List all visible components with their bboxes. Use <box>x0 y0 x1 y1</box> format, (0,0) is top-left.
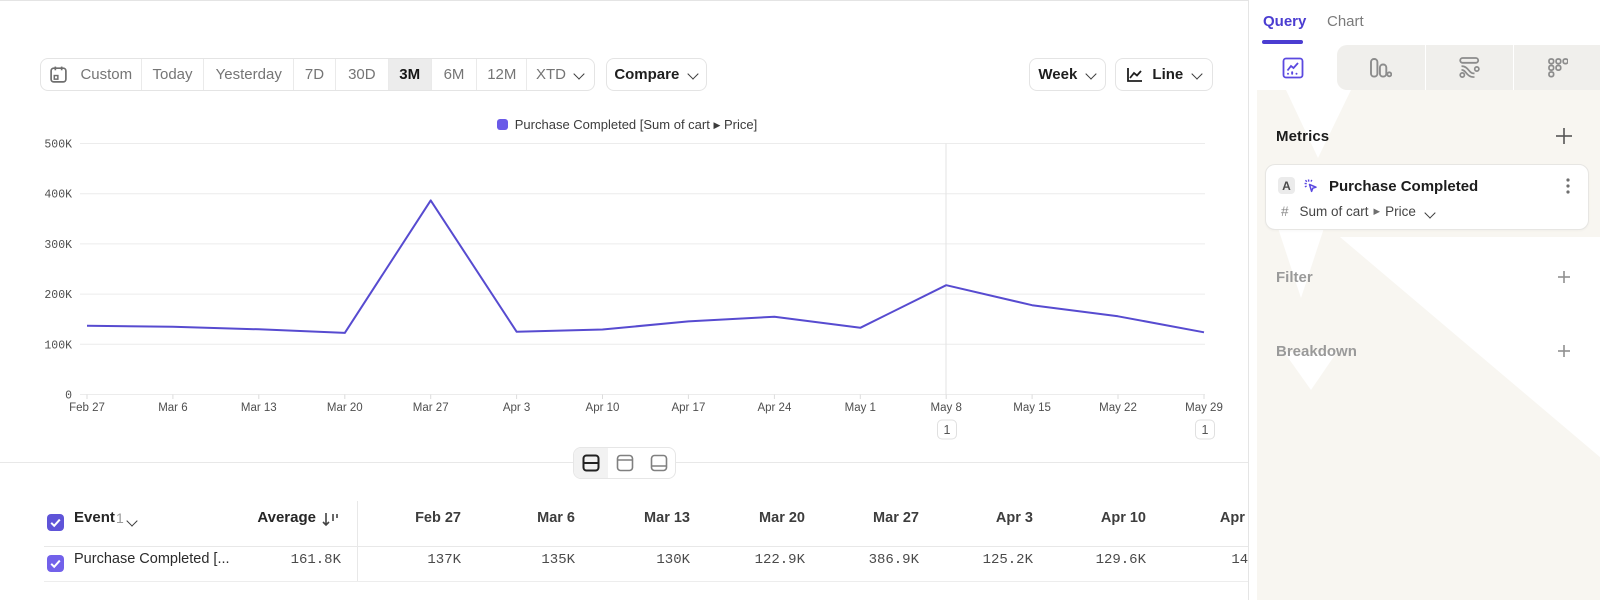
svg-text:May 29: May 29 <box>1185 402 1223 414</box>
svg-text:May 15: May 15 <box>1013 402 1051 414</box>
svg-text:100K: 100K <box>44 339 72 352</box>
svg-text:Mar 27: Mar 27 <box>413 402 449 414</box>
svg-text:200K: 200K <box>44 289 72 302</box>
svg-text:May 8: May 8 <box>931 402 962 414</box>
svg-text:Feb 27: Feb 27 <box>69 402 105 414</box>
svg-text:Mar 20: Mar 20 <box>327 402 363 414</box>
svg-text:Apr 24: Apr 24 <box>757 402 791 414</box>
svg-text:1: 1 <box>1202 423 1209 437</box>
svg-text:Mar 6: Mar 6 <box>158 402 187 414</box>
svg-text:May 1: May 1 <box>845 402 876 414</box>
svg-text:500K: 500K <box>44 139 72 152</box>
svg-text:0: 0 <box>65 390 72 403</box>
svg-text:May 22: May 22 <box>1099 402 1137 414</box>
svg-text:Apr 17: Apr 17 <box>671 402 705 414</box>
svg-text:300K: 300K <box>44 239 72 252</box>
svg-text:Mar 13: Mar 13 <box>241 402 277 414</box>
svg-text:Apr 3: Apr 3 <box>503 402 531 414</box>
svg-text:400K: 400K <box>44 189 72 202</box>
svg-text:Apr 10: Apr 10 <box>586 402 620 414</box>
svg-text:1: 1 <box>944 423 951 437</box>
